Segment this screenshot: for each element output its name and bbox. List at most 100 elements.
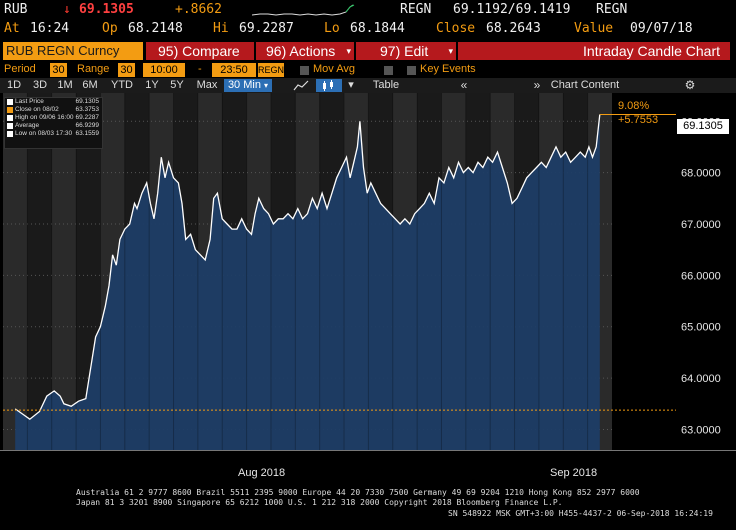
function-toolbar: RUB REGN Curncy 95) Compare 96) Actions … (0, 42, 736, 60)
value-date: 09/07/18 (630, 21, 693, 36)
chart-content-button[interactable]: Chart Content (550, 79, 620, 91)
actions-label: 96) Actions (266, 43, 336, 59)
collapse-left-icon[interactable]: « (460, 78, 468, 92)
change-annotation: 9.08% +5.7553 (618, 99, 658, 127)
legend-label: Low on 08/03 17:30 (15, 130, 73, 137)
period-button-1m[interactable]: 1M (57, 79, 73, 91)
quote-time: 16:24 (30, 21, 70, 36)
legend-item-close: Close on 08/02 63.3753 (5, 106, 102, 114)
legend-value: 63.1559 (75, 130, 100, 137)
last-price-tag: 69.1305 (677, 119, 729, 134)
low-label: Lo (324, 21, 340, 36)
open-value: 68.2148 (128, 21, 183, 36)
period-button-1d[interactable]: 1D (6, 79, 22, 91)
month-label-sep: Sep 2018 (550, 467, 598, 479)
interval-select[interactable]: 30 Min ▾ (224, 79, 272, 92)
legend-swatch (7, 131, 13, 137)
legend-item-average: Average 66.9299 (5, 122, 102, 130)
mov-avg-extra-checkbox[interactable] (384, 66, 393, 75)
to-time-input[interactable]: 23:50 (212, 63, 256, 77)
legend-label: Average (15, 122, 40, 129)
legend-label: Close on 08/02 (15, 106, 59, 113)
abs-change: +5.7553 (618, 114, 659, 126)
candle-chart-icon[interactable] (316, 79, 342, 92)
footer-line-1: Australia 61 2 9777 8600 Brazil 5511 239… (76, 488, 640, 497)
edit-button[interactable]: 97) Edit ▾ (356, 42, 456, 60)
key-events-label: Key Events (420, 63, 476, 75)
period-button-6m[interactable]: 6M (82, 79, 98, 91)
period-button-ytd[interactable]: YTD (111, 79, 133, 91)
market-input[interactable]: REGN (258, 63, 285, 77)
y-tick-label: 68.0000 (681, 168, 721, 180)
table-button[interactable]: Table (365, 79, 407, 92)
period-input[interactable]: 30 (50, 63, 67, 77)
price-chart[interactable]: 63.0000 64.0000 65.0000 66.0000 67.0000 68.00… (0, 93, 736, 453)
legend-swatch (7, 107, 13, 113)
mov-avg-label: Mov Avg (313, 63, 355, 75)
legend-swatch (7, 99, 13, 105)
legend-value: 69.1305 (75, 98, 100, 105)
last-price: 69.1305 (79, 2, 134, 17)
period-button-5y[interactable]: 5Y (170, 79, 184, 91)
legend-item-high: High on 09/06 16:00 69.2287 (5, 114, 102, 122)
month-label-aug: Aug 2018 (238, 467, 286, 479)
bid-ask: 69.1192/69.1419 (453, 2, 571, 17)
table-label: Table (372, 79, 400, 91)
low-value: 68.1844 (350, 21, 405, 36)
key-events-checkbox[interactable] (407, 66, 416, 75)
line-chart-icon[interactable] (289, 79, 313, 92)
period-button-1y[interactable]: 1Y (145, 79, 159, 91)
right-ticker-2: REGN (596, 2, 628, 17)
footer-line-3: SN 548922 MSK GMT+3:00 H455-4437-2 06-Se… (448, 509, 713, 518)
security-field[interactable]: RUB REGN Curncy (3, 42, 143, 60)
edit-label: 97) Edit (380, 43, 429, 59)
y-tick-label: 65.0000 (681, 322, 721, 334)
legend-item-low: Low on 08/03 17:30 63.1559 (5, 130, 102, 138)
legend-item-last-price: Last Price 69.1305 (5, 98, 102, 106)
period-label: Period (4, 63, 36, 75)
interval-dropdown-icon: ▾ (264, 81, 269, 90)
close-value: 68.2643 (486, 21, 541, 36)
legend-value: 66.9299 (75, 122, 100, 129)
edit-dropdown-icon: ▾ (448, 46, 453, 56)
actions-dropdown-icon: ▾ (346, 46, 351, 56)
y-tick-label: 67.0000 (681, 219, 721, 231)
legend-label: High on 09/06 16:00 (15, 114, 74, 121)
close-label: Close (436, 21, 476, 36)
footer-line-2: Japan 81 3 3201 8900 Singapore 65 6212 1… (76, 498, 563, 507)
legend-label: Last Price (15, 98, 44, 105)
down-arrow-icon: ↓ (63, 2, 71, 17)
compare-button[interactable]: 95) Compare (146, 42, 254, 60)
pct-change: 9.08% (618, 100, 650, 112)
value-label: Value (574, 21, 614, 36)
mov-avg-checkbox[interactable] (300, 66, 309, 75)
chart-type-dropdown-icon[interactable]: ▾ (348, 79, 354, 91)
legend-swatch (7, 123, 13, 129)
price-line (14, 114, 601, 421)
actions-button[interactable]: 96) Actions ▾ (256, 42, 354, 60)
x-axis-line (0, 450, 736, 451)
legend-value: 69.2287 (75, 114, 100, 121)
interval-label: 30 Min (227, 79, 261, 91)
legend-swatch (7, 115, 13, 121)
period-button-3d[interactable]: 3D (32, 79, 48, 91)
sparkline (252, 4, 355, 16)
from-time-input[interactable]: 10:00 (143, 63, 185, 77)
at-label: At (4, 21, 20, 36)
quote-header-row2: At 16:24 Op 68.2148 Hi 69.2287 Lo 68.184… (0, 21, 736, 39)
gear-icon[interactable]: ⚙ (684, 78, 696, 92)
ticker: RUB (4, 2, 28, 17)
range-buttons-bar: 1D 3D 1M 6M YTD 1Y 5Y Max 30 Min ▾ ▾ Tab… (0, 78, 736, 93)
price-change: +.8662 (175, 2, 222, 17)
y-tick-label: 64.0000 (681, 373, 721, 385)
collapse-right-icon[interactable]: » (533, 78, 541, 92)
chart-legend: Last Price 69.1305 Close on 08/02 63.3753 … (4, 97, 103, 149)
price-area (15, 114, 600, 450)
range-label: Range (77, 63, 110, 75)
range-input[interactable]: 30 (118, 63, 135, 77)
day-band (27, 93, 52, 450)
right-ticker: REGN (400, 2, 432, 17)
period-controls: Period 30 Range 30 10:00 - 23:50 REGN Mo… (0, 62, 736, 78)
quote-header-row1: RUB ↓ 69.1305 +.8662 REGN 69.1192/69.141… (0, 2, 736, 20)
period-button-max[interactable]: Max (196, 79, 218, 91)
